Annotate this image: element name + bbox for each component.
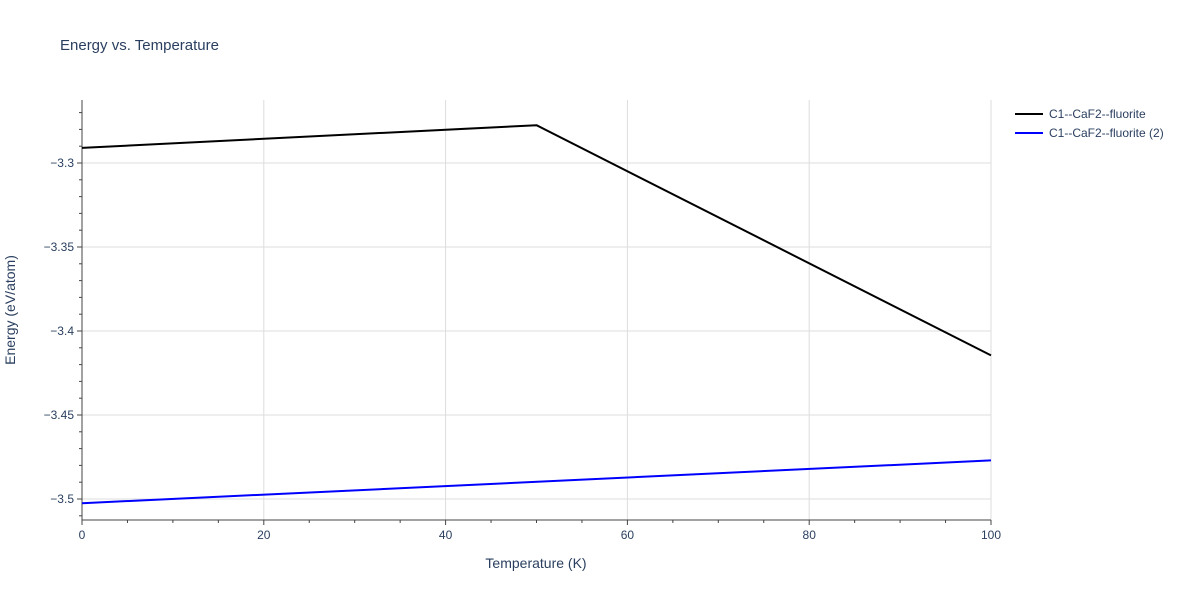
x-tick-label-5: 100 [981,528,1001,542]
x-axis-title: Temperature (K) [485,555,586,571]
x-tick-label-4: 80 [803,528,817,542]
y-tick-label-4: −3.3 [50,156,74,170]
series-line-2 [81,459,992,505]
y-tick-label-0: −3.5 [50,492,74,506]
y-axis-title: Energy (eV/atom) [2,255,18,365]
axis-layer: 0 20 40 60 80 100 −3.5 −3.45 −3.4 −3.35 −3.3 [44,100,1001,542]
y-tick-label-3: −3.35 [44,240,75,254]
grid-layer [82,100,992,520]
series-layer [81,124,992,505]
x-tick-label-3: 60 [621,528,635,542]
legend-label-1: C1--CaF2--fluorite [1049,107,1146,121]
chart-title: Energy vs. Temperature [60,37,219,54]
legend-label-2: C1--CaF2--fluorite (2) [1049,126,1164,140]
x-tick-label-1: 20 [257,528,271,542]
legend: C1--CaF2--fluorite C1--CaF2--fluorite (2) [1015,107,1164,140]
y-tick-label-2: −3.4 [50,324,74,338]
y-tick-label-1: −3.45 [44,408,75,422]
series-line-1 [81,124,992,357]
x-tick-label-2: 40 [439,528,453,542]
x-tick-label-0: 0 [79,528,86,542]
